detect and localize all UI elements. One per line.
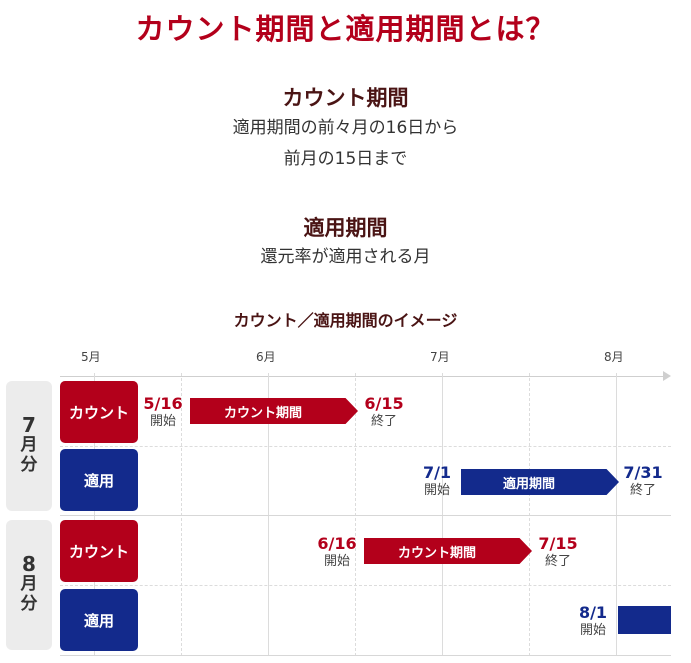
count-period-heading: カウント期間 bbox=[282, 86, 409, 110]
group-divider bbox=[60, 515, 671, 516]
timeline-title: カウント／適用期間のイメージ bbox=[233, 311, 458, 330]
month-label-may: 5月 bbox=[81, 350, 101, 364]
gridline-july bbox=[442, 373, 443, 656]
axis-arrowhead-icon bbox=[663, 371, 671, 381]
date-note: 開始 bbox=[423, 483, 450, 498]
date-value: 8/1 bbox=[578, 603, 608, 622]
count-period-arrow: カウント期間 bbox=[364, 538, 532, 564]
group-label-number: 7 bbox=[22, 413, 36, 437]
count-end-date: 7/15 終了 bbox=[535, 535, 581, 570]
group-label-month: 月 bbox=[20, 574, 38, 594]
gridline-mid bbox=[355, 373, 356, 656]
gridline-mid bbox=[181, 373, 182, 656]
count-start-date: 6/16 開始 bbox=[314, 535, 360, 570]
count-period-arrow: カウント期間 bbox=[190, 398, 358, 424]
date-value: 7/1 bbox=[422, 463, 452, 482]
date-note: 終了 bbox=[370, 414, 397, 429]
group-label-suffix: 分 bbox=[20, 594, 38, 614]
apply-period-arrow-partial bbox=[618, 606, 671, 634]
apply-start-date: 8/1 開始 bbox=[570, 604, 616, 639]
group-august-label: 8 月 分 bbox=[6, 554, 52, 614]
group-label-month: 月 bbox=[20, 435, 38, 455]
date-note: 開始 bbox=[579, 623, 606, 638]
group-divider bbox=[60, 655, 671, 656]
count-start-date: 5/16 開始 bbox=[140, 395, 186, 430]
gridline-june bbox=[268, 373, 269, 656]
month-label-june: 6月 bbox=[256, 350, 276, 364]
apply-start-date: 7/1 開始 bbox=[414, 464, 460, 499]
apply-period-heading: 適用期間 bbox=[303, 216, 388, 240]
row-divider bbox=[60, 446, 671, 447]
timeline-axis bbox=[60, 376, 666, 377]
gridline-may bbox=[94, 373, 95, 656]
apply-period-arrow: 適用期間 bbox=[461, 469, 619, 495]
gridline-mid bbox=[529, 373, 530, 656]
date-note: 終了 bbox=[629, 483, 656, 498]
count-row-label: カウント bbox=[60, 520, 138, 582]
month-label-july: 7月 bbox=[430, 350, 450, 364]
group-label-number: 8 bbox=[22, 552, 36, 576]
group-august-panel bbox=[6, 520, 52, 650]
date-value: 5/16 bbox=[143, 394, 183, 413]
count-row-label: カウント bbox=[60, 381, 138, 443]
month-label-august: 8月 bbox=[604, 350, 624, 364]
group-july-panel bbox=[6, 381, 52, 511]
date-note: 開始 bbox=[323, 554, 350, 569]
apply-row-label: 適用 bbox=[60, 589, 138, 651]
row-divider bbox=[60, 585, 671, 586]
page-title: カウント期間と適用期間とは？ bbox=[135, 12, 556, 46]
count-period-line2: 前月の15日まで bbox=[283, 149, 408, 169]
apply-period-line1: 還元率が適用される月 bbox=[260, 247, 431, 267]
date-value: 6/16 bbox=[317, 534, 357, 553]
date-note: 開始 bbox=[149, 414, 176, 429]
group-july-label: 7 月 分 bbox=[6, 415, 52, 475]
gridline-august bbox=[616, 373, 617, 656]
date-value: 7/31 bbox=[623, 463, 663, 482]
group-label-suffix: 分 bbox=[20, 455, 38, 475]
date-value: 7/15 bbox=[538, 534, 578, 553]
date-note: 終了 bbox=[544, 554, 571, 569]
count-period-line1: 適用期間の前々月の16日から bbox=[232, 118, 459, 138]
date-value: 6/15 bbox=[364, 394, 404, 413]
count-end-date: 6/15 終了 bbox=[361, 395, 407, 430]
apply-row-label: 適用 bbox=[60, 449, 138, 511]
apply-end-date: 7/31 終了 bbox=[620, 464, 666, 499]
